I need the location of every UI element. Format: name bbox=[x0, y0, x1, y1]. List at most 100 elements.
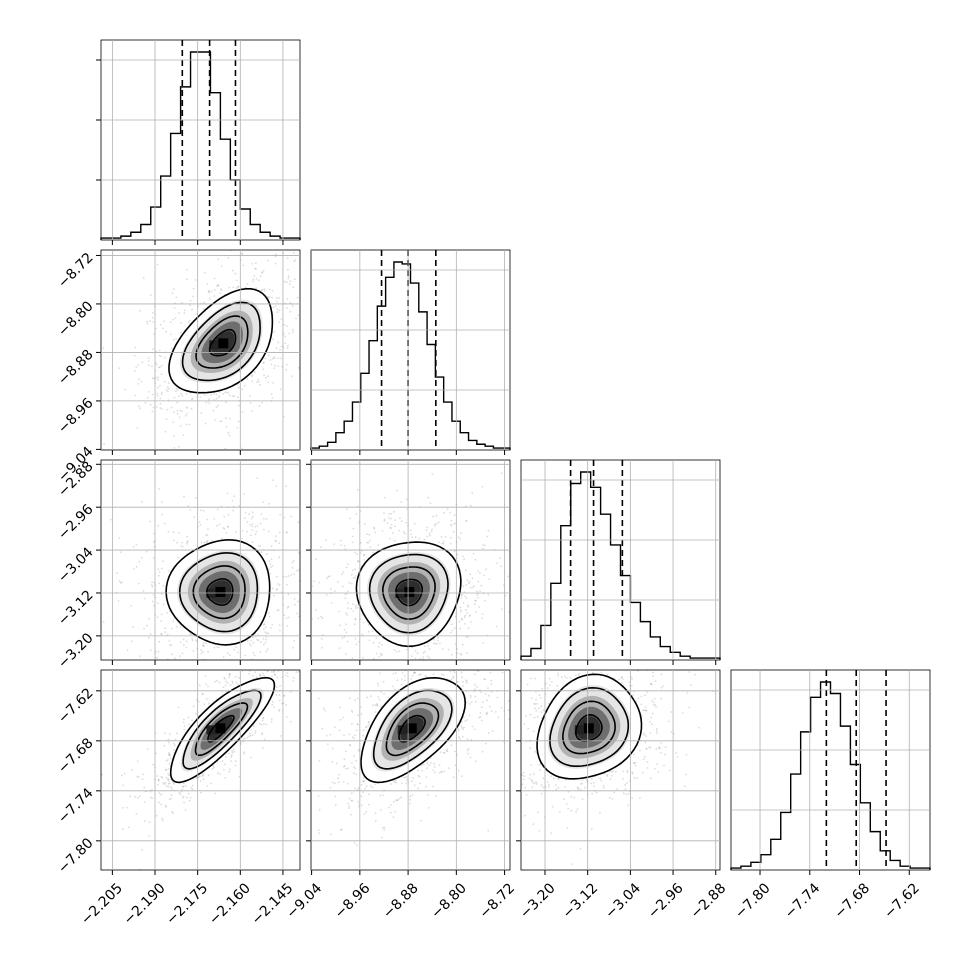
sample-point bbox=[353, 842, 356, 844]
sample-point bbox=[422, 656, 424, 658]
sample-point bbox=[383, 693, 385, 695]
sample-point bbox=[357, 560, 359, 563]
sample-point bbox=[262, 362, 265, 365]
sample-point bbox=[466, 719, 469, 721]
sample-point bbox=[269, 666, 271, 668]
sample-point bbox=[241, 411, 244, 413]
panel-frame bbox=[100, 669, 301, 871]
sample-point bbox=[233, 648, 235, 651]
sample-point bbox=[289, 280, 292, 283]
sample-point bbox=[175, 390, 177, 392]
sample-point bbox=[224, 763, 226, 766]
sample-point bbox=[370, 784, 372, 787]
sample-point bbox=[489, 671, 492, 674]
sample-point bbox=[249, 734, 252, 737]
sample-point bbox=[434, 771, 436, 774]
sample-point bbox=[390, 517, 392, 520]
sample-point bbox=[413, 672, 415, 675]
sample-point bbox=[439, 642, 441, 645]
sample-point bbox=[265, 638, 267, 641]
sample-point bbox=[159, 402, 162, 405]
sample-point bbox=[267, 375, 269, 378]
sample-point bbox=[170, 347, 173, 350]
sample-point bbox=[224, 417, 227, 420]
sample-point bbox=[201, 693, 204, 696]
sample-point bbox=[286, 281, 288, 283]
sample-point bbox=[210, 290, 213, 293]
sample-point bbox=[353, 737, 355, 740]
sample-point bbox=[200, 652, 203, 655]
sample-point bbox=[405, 782, 407, 785]
sample-point bbox=[157, 376, 160, 379]
sample-point bbox=[242, 662, 244, 664]
sample-point bbox=[359, 706, 362, 708]
sample-point bbox=[215, 393, 218, 396]
sample-point bbox=[293, 252, 295, 254]
sample-point bbox=[229, 394, 231, 397]
sample-point bbox=[440, 673, 443, 676]
sample-point bbox=[457, 769, 460, 772]
sample-point bbox=[474, 673, 476, 676]
sample-point bbox=[454, 750, 456, 753]
sample-point bbox=[535, 709, 538, 712]
sample-point bbox=[403, 776, 405, 779]
panel-frame bbox=[310, 249, 511, 451]
sample-point bbox=[210, 393, 212, 396]
sample-point bbox=[212, 700, 215, 702]
sample-point bbox=[610, 775, 613, 777]
sample-point bbox=[334, 795, 337, 798]
sample-point bbox=[202, 308, 205, 310]
sample-point bbox=[485, 712, 488, 715]
sample-point bbox=[338, 647, 341, 650]
sample-point bbox=[275, 694, 278, 696]
sample-point bbox=[256, 477, 259, 480]
sample-point bbox=[183, 312, 186, 314]
sample-point bbox=[627, 793, 630, 795]
sample-point bbox=[507, 575, 509, 578]
sample-point bbox=[264, 626, 267, 628]
sample-point bbox=[318, 808, 321, 811]
sample-point bbox=[188, 319, 191, 322]
sample-point bbox=[164, 782, 167, 784]
sample-point bbox=[479, 716, 482, 718]
sample-point bbox=[208, 291, 211, 294]
sample-point bbox=[463, 616, 466, 618]
sample-point bbox=[368, 539, 371, 542]
sample-point bbox=[475, 599, 477, 602]
sample-point bbox=[428, 648, 431, 650]
sample-point bbox=[275, 540, 277, 542]
sample-point bbox=[152, 321, 155, 323]
sample-point bbox=[280, 345, 283, 348]
sample-point bbox=[400, 501, 403, 503]
sample-point bbox=[160, 775, 163, 778]
sample-point bbox=[453, 670, 455, 672]
sample-point bbox=[207, 685, 209, 688]
sample-point bbox=[160, 391, 163, 394]
sample-point bbox=[268, 568, 270, 571]
sample-point bbox=[294, 603, 296, 606]
sample-point bbox=[304, 603, 306, 605]
sample-point bbox=[178, 445, 180, 448]
sample-point bbox=[344, 597, 347, 600]
sample-point bbox=[202, 778, 205, 781]
sample-point bbox=[168, 798, 171, 800]
sample-point bbox=[283, 694, 286, 697]
sample-point bbox=[317, 795, 320, 798]
sample-point bbox=[491, 730, 494, 732]
sample-point bbox=[246, 283, 249, 285]
sample-point bbox=[297, 670, 300, 673]
density-contour bbox=[395, 578, 423, 607]
sample-point bbox=[474, 558, 477, 561]
sample-point bbox=[297, 314, 300, 317]
sample-point bbox=[393, 539, 396, 542]
sample-point bbox=[461, 618, 463, 621]
sample-point bbox=[355, 513, 358, 515]
sample-point bbox=[357, 560, 359, 563]
sample-point bbox=[171, 653, 173, 656]
sample-point bbox=[337, 777, 339, 780]
sample-point bbox=[140, 556, 143, 559]
histogram-line bbox=[310, 261, 511, 450]
sample-point bbox=[143, 786, 146, 789]
sample-point bbox=[235, 279, 238, 282]
sample-point bbox=[229, 654, 231, 656]
